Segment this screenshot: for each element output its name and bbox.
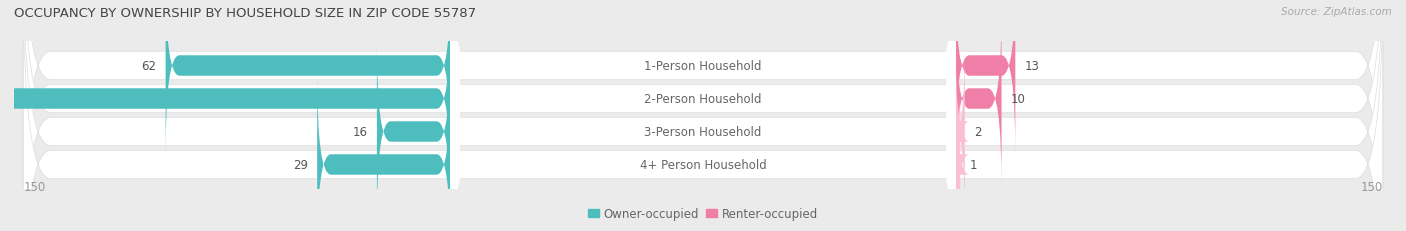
FancyBboxPatch shape: [24, 0, 1382, 231]
Legend: Owner-occupied, Renter-occupied: Owner-occupied, Renter-occupied: [583, 203, 823, 225]
Text: 62: 62: [142, 60, 156, 73]
FancyBboxPatch shape: [166, 0, 450, 155]
FancyBboxPatch shape: [377, 44, 450, 220]
Text: 4+ Person Household: 4+ Person Household: [640, 158, 766, 171]
FancyBboxPatch shape: [318, 76, 450, 231]
FancyBboxPatch shape: [450, 7, 956, 231]
Text: 16: 16: [353, 125, 368, 138]
FancyBboxPatch shape: [946, 76, 969, 231]
Text: OCCUPANCY BY OWNERSHIP BY HOUSEHOLD SIZE IN ZIP CODE 55787: OCCUPANCY BY OWNERSHIP BY HOUSEHOLD SIZE…: [14, 7, 477, 20]
FancyBboxPatch shape: [956, 11, 1001, 187]
Text: 13: 13: [1025, 60, 1039, 73]
FancyBboxPatch shape: [24, 0, 1382, 231]
FancyBboxPatch shape: [24, 0, 1382, 231]
Text: 10: 10: [1011, 93, 1025, 106]
Text: 150: 150: [24, 181, 45, 194]
FancyBboxPatch shape: [0, 11, 450, 187]
FancyBboxPatch shape: [24, 0, 1382, 231]
FancyBboxPatch shape: [450, 0, 956, 231]
Text: 2-Person Household: 2-Person Household: [644, 93, 762, 106]
Text: 1: 1: [969, 158, 977, 171]
Text: Source: ZipAtlas.com: Source: ZipAtlas.com: [1281, 7, 1392, 17]
Text: 1-Person Household: 1-Person Household: [644, 60, 762, 73]
FancyBboxPatch shape: [950, 44, 969, 220]
FancyBboxPatch shape: [956, 0, 1015, 155]
FancyBboxPatch shape: [450, 0, 956, 224]
Text: 2: 2: [974, 125, 981, 138]
Text: 29: 29: [292, 158, 308, 171]
Text: 150: 150: [1361, 181, 1382, 194]
Text: 3-Person Household: 3-Person Household: [644, 125, 762, 138]
FancyBboxPatch shape: [450, 0, 956, 231]
